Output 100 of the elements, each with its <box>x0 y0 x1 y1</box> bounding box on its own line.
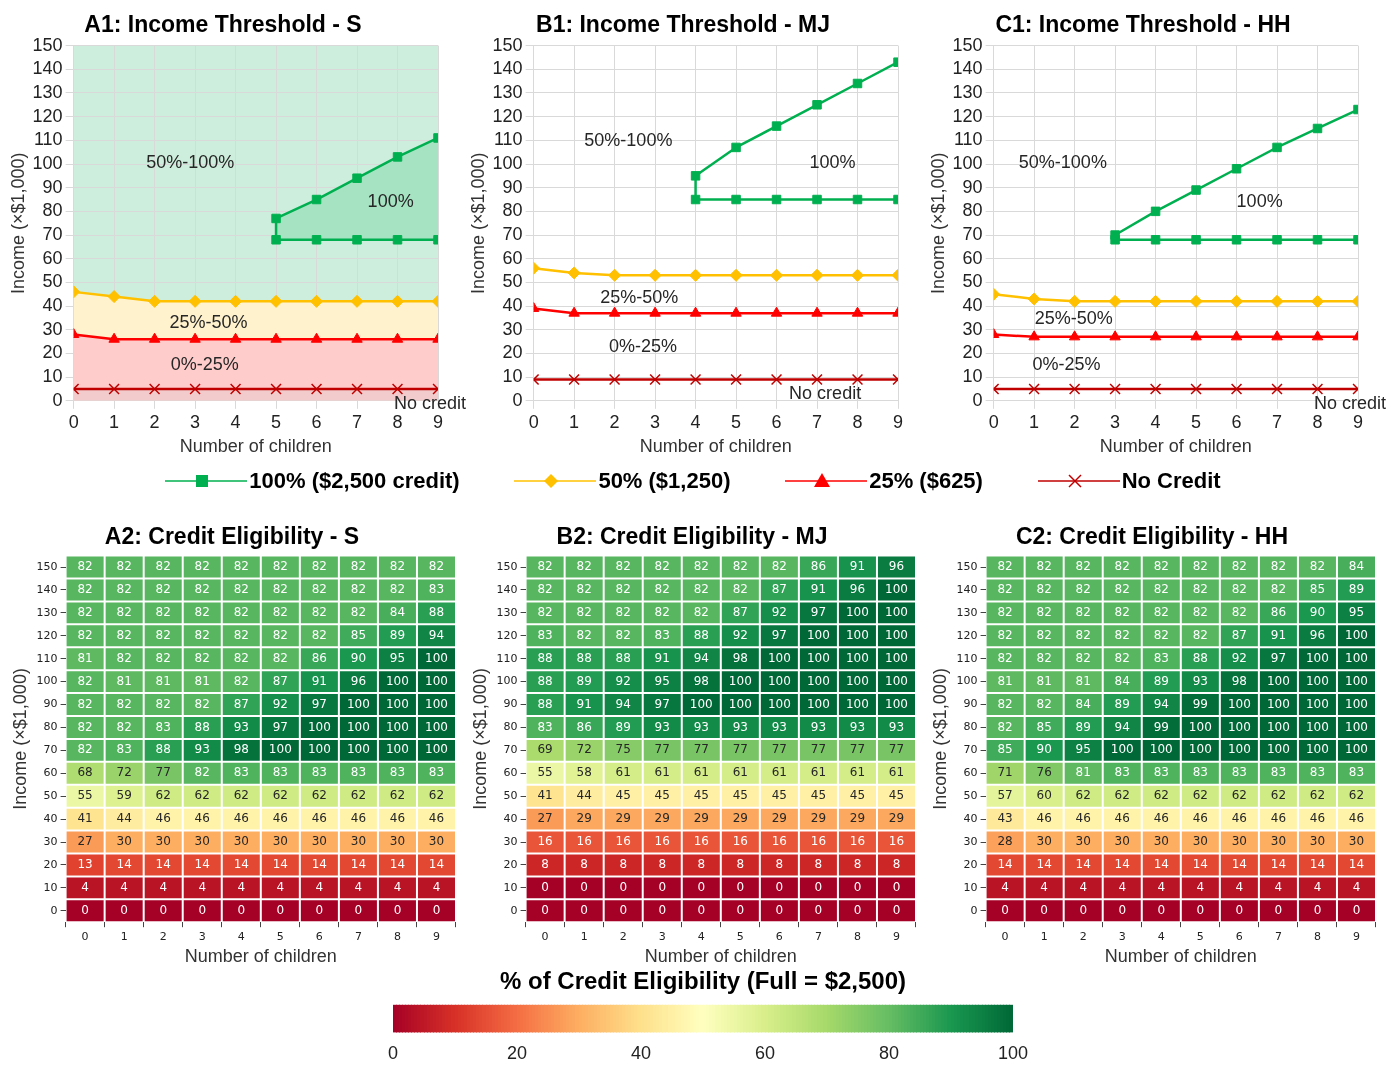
data-label: 71 <box>997 765 1013 780</box>
data-label: 83 <box>1153 650 1169 665</box>
y-tick-label: 70 <box>962 224 983 245</box>
point <box>812 100 822 110</box>
point <box>310 332 323 343</box>
data-label: 82 <box>1114 559 1130 574</box>
data-label: 14 <box>1309 857 1326 872</box>
data-label: 75 <box>615 742 631 757</box>
data-label: 93 <box>888 719 905 734</box>
data-label: 82 <box>1036 582 1052 597</box>
data-label: 82 <box>194 765 210 780</box>
data-label: 82 <box>233 559 249 574</box>
point <box>1150 235 1161 245</box>
x-tick-label: 2 <box>159 929 167 943</box>
data-label: 14 <box>116 857 132 872</box>
data-label: 14 <box>155 857 171 872</box>
data-label: 4 <box>1040 879 1048 894</box>
data-label: 62 <box>1153 788 1169 803</box>
data-label: 4 <box>1001 879 1009 894</box>
point <box>1068 330 1081 341</box>
x-tick-label: 5 <box>1191 411 1202 432</box>
data-label: 82 <box>615 627 631 642</box>
x-tick-label: 2 <box>1079 929 1087 943</box>
data-label: 100 <box>767 673 791 688</box>
data-label: 100 <box>728 673 752 688</box>
data-label: 82 <box>576 559 592 574</box>
point <box>271 235 281 245</box>
data-label: 46 <box>311 811 327 826</box>
data-label: 82 <box>233 650 249 665</box>
data-label: 91 <box>654 650 670 665</box>
data-label: 83 <box>350 765 367 780</box>
data-label: 8 <box>853 857 862 872</box>
data-label: 27 <box>537 811 553 826</box>
data-label: 82 <box>537 559 553 574</box>
data-label: 8 <box>619 857 628 872</box>
annotation: No credit <box>1313 393 1386 414</box>
y-tick-label: 30 <box>962 318 983 339</box>
data-label: 14 <box>233 857 249 872</box>
data-label: 82 <box>1231 559 1247 574</box>
data-label: 97 <box>311 696 327 711</box>
data-label: 100 <box>1227 696 1251 711</box>
point <box>1149 294 1163 308</box>
y-tick-label: 80 <box>503 720 518 734</box>
data-label: 4 <box>1313 879 1322 894</box>
data-label: 82 <box>311 627 327 642</box>
data-label: 100 <box>806 696 830 711</box>
data-label: 45 <box>810 788 827 803</box>
data-label: 100 <box>425 742 448 757</box>
data-label: 82 <box>77 696 93 711</box>
data-label: 100 <box>885 650 908 665</box>
color-bar-title: % of Credit Eligibility (Full = $2,500) <box>499 967 907 995</box>
data-label: 82 <box>1192 627 1208 642</box>
chart-title: A2: Credit Eligibility - S <box>104 523 360 550</box>
point <box>1311 330 1324 341</box>
data-label: 98 <box>1231 673 1247 688</box>
data-label: 100 <box>346 742 370 757</box>
data-label: 45 <box>732 788 748 803</box>
annotation: No credit <box>393 393 466 414</box>
data-label: 95 <box>1075 742 1091 757</box>
x-tick-label: 0 <box>988 411 999 432</box>
x-axis-title: Number of children <box>1099 436 1252 457</box>
point <box>730 306 742 317</box>
data-label: 91 <box>311 673 327 688</box>
data-label: 88 <box>537 650 553 665</box>
data-label: 46 <box>389 811 406 826</box>
data-label: 96 <box>888 559 905 574</box>
data-label: 14 <box>1192 857 1208 872</box>
point <box>1312 123 1323 134</box>
point <box>1312 235 1323 245</box>
data-label: 93 <box>849 719 866 734</box>
x-tick-label: 2 <box>149 411 160 432</box>
y-tick-label: 10 <box>503 880 518 894</box>
data-label: 46 <box>1153 811 1169 826</box>
data-label: 82 <box>116 559 132 574</box>
data-label: 46 <box>1231 811 1247 826</box>
x-tick-label: 0 <box>528 411 539 432</box>
data-label: 82 <box>311 605 327 620</box>
data-label: 61 <box>732 765 748 780</box>
data-label: 82 <box>771 559 787 574</box>
x-tick-label: 7 <box>352 411 363 432</box>
x-tick-label: 5 <box>276 929 284 943</box>
data-label: 82 <box>350 582 367 597</box>
y-tick-label: 40 <box>503 811 518 825</box>
data-label: 92 <box>272 696 288 711</box>
data-label: 82 <box>732 582 748 597</box>
point <box>851 306 864 317</box>
data-label: 81 <box>1075 673 1091 688</box>
y-axis-title: Income (×$1,000) <box>927 152 948 294</box>
point <box>1230 383 1243 395</box>
data-label: 81 <box>155 673 171 688</box>
point <box>689 268 703 282</box>
data-label: 46 <box>1075 811 1091 826</box>
data-label: 16 <box>888 834 905 849</box>
data-label: 82 <box>233 673 249 688</box>
data-label: 86 <box>576 719 592 734</box>
y-tick-label: 60 <box>42 247 63 268</box>
data-label: 76 <box>1036 765 1052 780</box>
point <box>1109 383 1121 395</box>
y-tick-label: 90 <box>963 697 978 711</box>
data-label: 62 <box>272 788 288 803</box>
